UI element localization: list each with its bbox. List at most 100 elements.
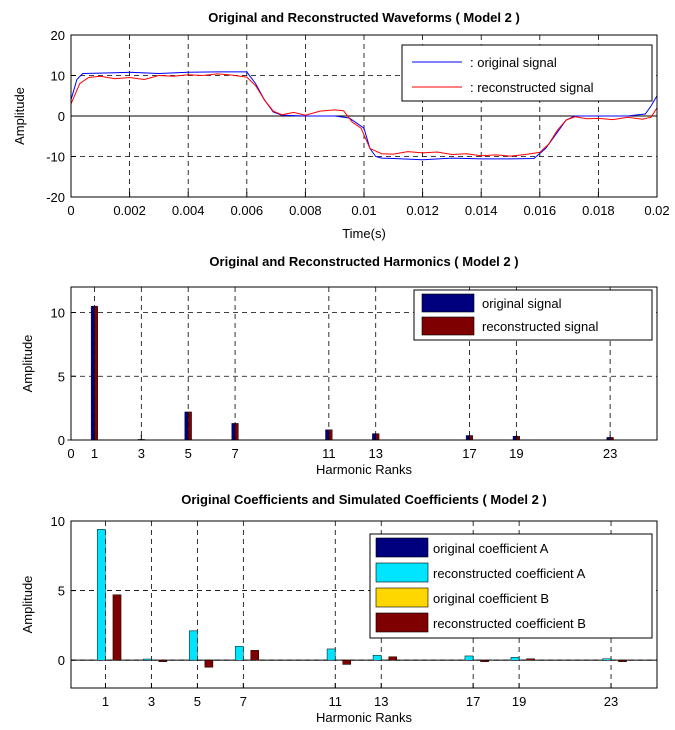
bar-original-h17 [465,435,470,441]
y-tick-label: 10 [51,69,65,84]
y-tick-label: 5 [58,584,65,599]
legend: original coefficient A reconstructed coef… [369,533,653,639]
y-tick-label: 0 [58,433,65,448]
legend: original signal reconstructed signal [413,289,653,341]
x-tick-label: 0.004 [172,203,205,218]
legend-label-1: : original signal [470,55,557,70]
x-tick-label: 23 [603,446,617,461]
y-tick-label: 5 [58,369,65,384]
x-tick-label: 13 [368,446,382,461]
bar-reconstructed-h7 [234,423,239,441]
y-tick-label: 0 [58,109,65,124]
bar-original-h1 [90,305,95,441]
bar-original-h7 [231,423,236,441]
legend-swatch-2 [421,316,475,336]
chart-title: Original and Reconstructed Waveforms ( M… [208,10,520,25]
y-tick-label: -10 [46,150,65,165]
bar-series2-h11 [326,648,336,661]
axes-box [70,520,658,689]
x-tick-label: 3 [138,446,145,461]
legend-label-2: reconstructed coefficient A [433,566,586,581]
bar-reconstructed-h13 [375,433,380,441]
bar-series4-h7 [250,650,260,661]
bar-original-h13 [372,433,376,441]
legend-label-1: original signal [482,296,562,311]
x-tick-label: 19 [509,446,523,461]
x-axis-label: Harmonic Ranks [316,710,413,725]
legend-box [401,44,653,102]
x-tick-label: 3 [148,694,155,709]
x-tick-label: 19 [512,694,526,709]
x-tick-label: 0.006 [231,203,264,218]
y-tick-label: 0 [58,653,65,668]
x-tick-label: 1 [102,694,109,709]
legend: : original signal: reconstructed signal [401,44,653,102]
bar-series4-h11 [342,660,351,665]
legend-label-4: reconstructed coefficient B [433,616,586,631]
x-tick-label: 5 [185,446,192,461]
bar-series4-h23 [618,660,627,662]
x-tick-label: 23 [604,694,618,709]
x-tick-label: 0.018 [582,203,615,218]
y-tick-label: 20 [51,28,65,43]
bar-series2-h17 [464,655,474,661]
x-tick-label: 0.01 [351,203,376,218]
bar-series2-h23 [602,658,612,661]
x-tick-label: 0 [67,203,74,218]
x-tick-label: 0.014 [465,203,498,218]
x-tick-label: 0.008 [289,203,322,218]
legend-swatch-4 [375,612,429,633]
legend-label-2: reconstructed signal [482,319,598,334]
chart-3: Original Coefficients and Simulated Coef… [20,492,658,725]
bar-original-h0 [67,439,71,441]
chart-title: Original Coefficients and Simulated Coef… [181,492,547,507]
bar-series4-h19 [526,658,535,661]
chart-1: Original and Reconstructed Waveforms ( M… [12,10,670,241]
chart-title: Original and Reconstructed Harmonics ( M… [209,254,518,269]
axes-box [70,34,658,198]
bar-original-h19 [512,436,517,441]
x-tick-label: 5 [194,694,201,709]
legend-label-1: original coefficient A [433,541,549,556]
x-axis-label: Time(s) [342,226,386,241]
x-tick-label: 0.012 [406,203,439,218]
x-tick-label: 1 [91,446,98,461]
bar-series4-h1 [112,594,122,661]
bar-series4-h17 [480,660,489,662]
y-axis-label: Amplitude [20,576,35,634]
legend-swatch-3 [375,587,429,608]
axes-box [70,286,658,441]
bar-series4-h3 [158,660,168,662]
bar-reconstructed-h5 [188,411,192,441]
bar-series4-h5 [204,660,214,668]
bar-reconstructed-h17 [469,435,474,441]
bar-original-h5 [184,411,189,441]
bar-series2-h5 [189,630,198,661]
x-tick-label: 0.002 [113,203,146,218]
y-tick-label: 10 [51,306,65,321]
bar-original-h11 [325,429,329,441]
bar-series2-h19 [510,657,520,661]
bar-series2-h13 [372,655,382,661]
y-axis-label: Amplitude [12,87,27,145]
chart-2: Original and Reconstructed Harmonics ( M… [20,254,658,477]
x-tick-label: 11 [329,694,343,709]
y-axis-label: Amplitude [20,335,35,393]
bar-reconstructed-h19 [516,436,520,441]
bar-series2-h3 [143,658,152,661]
legend-swatch-2 [375,562,429,583]
bar-series4-h13 [388,656,397,661]
bar-reconstructed-h11 [328,429,333,441]
legend-label-3: original coefficient B [433,591,549,606]
x-tick-label: 0.02 [644,203,669,218]
x-tick-label: 17 [462,446,476,461]
x-tick-label: 11 [322,446,336,461]
legend-swatch-1 [421,293,475,313]
bar-series2-h7 [234,646,244,661]
legend-swatch-1 [375,537,429,558]
bar-reconstructed-h1 [94,305,98,441]
bar-series2-h1 [97,529,106,661]
x-tick-label: 7 [231,446,238,461]
y-tick-label: -20 [46,190,65,205]
y-tick-label: 10 [51,514,65,529]
